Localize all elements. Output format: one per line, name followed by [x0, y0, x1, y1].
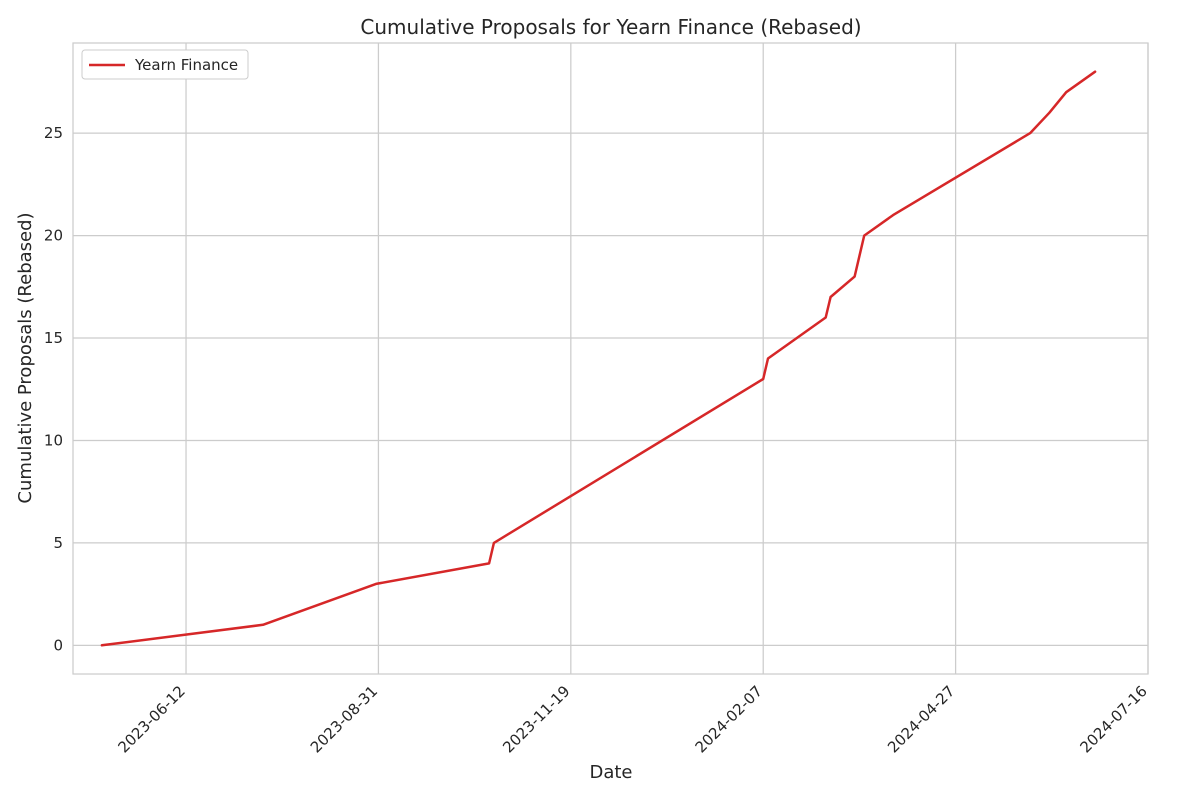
x-tick-label: 2024-07-16 — [1076, 682, 1150, 756]
y-tick-label: 15 — [44, 329, 63, 347]
x-tick-label: 2023-11-19 — [499, 682, 573, 756]
legend: Yearn Finance — [81, 49, 249, 80]
y-tick-label: 25 — [44, 124, 63, 142]
x-tick-label: 2024-04-27 — [884, 682, 958, 756]
y-tick-label: 5 — [53, 534, 63, 552]
y-axis-label: Cumulative Proposals (Rebased) — [15, 212, 36, 503]
x-axis-label: Date — [589, 762, 632, 783]
x-tick-label: 2023-06-12 — [114, 682, 188, 756]
plot-frame — [72, 42, 1149, 675]
y-tick-label: 20 — [44, 227, 63, 245]
chart-title: Cumulative Proposals for Yearn Finance (… — [360, 15, 861, 39]
x-tick-label: 2024-02-07 — [692, 682, 766, 756]
plot-background — [73, 43, 1148, 674]
x-tick-label: 2023-08-31 — [307, 682, 381, 756]
x-tick-labels: 2023-06-12 2023-08-31 2023-11-19 2024-02-07… — [114, 682, 1150, 756]
series-line-yearn-finance — [100, 70, 1097, 647]
legend-box — [81, 49, 249, 80]
y-tick-label: 0 — [53, 636, 63, 654]
y-tick-label: 10 — [44, 431, 63, 449]
legend-label: Yearn Finance — [134, 56, 238, 74]
y-tick-labels: 0 5 10 15 20 25 — [44, 124, 63, 654]
